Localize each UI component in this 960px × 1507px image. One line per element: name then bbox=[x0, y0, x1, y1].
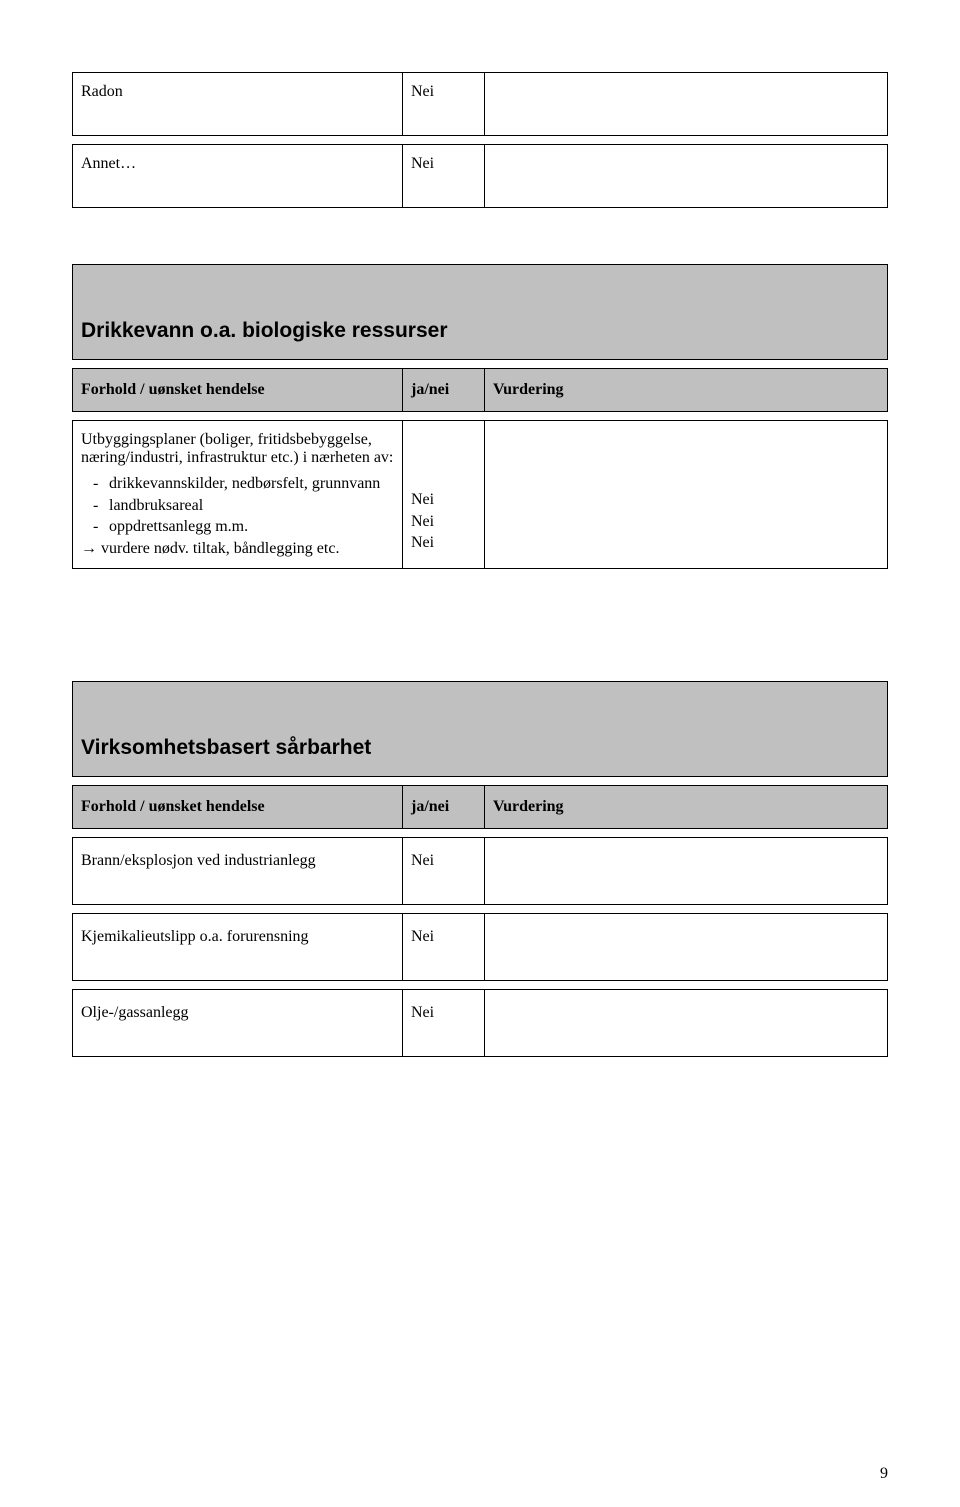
list-item: landbruksareal bbox=[81, 495, 394, 517]
row-note bbox=[485, 989, 888, 1056]
body-cell-description: Utbyggingsplaner (boliger, fritidsbebygg… bbox=[73, 421, 403, 569]
row-note bbox=[485, 73, 888, 136]
table-row: Radon Nei bbox=[73, 73, 888, 136]
col-forhold: Forhold / uønsket hendelse bbox=[73, 785, 403, 828]
arrow-line: → vurdere nødv. tiltak, båndlegging etc. bbox=[81, 540, 394, 558]
col-vurdering: Vurdering bbox=[485, 785, 888, 828]
list-item: oppdrettsanlegg m.m. bbox=[81, 516, 394, 538]
col-forhold: Forhold / uønsket hendelse bbox=[73, 369, 403, 412]
section-header-virksomhet: Virksomhetsbasert sårbarhet bbox=[72, 681, 888, 777]
list-item: drikkevannskilder, nedbørsfelt, grunnvan… bbox=[81, 473, 394, 495]
table-row: Brann/eksplosjon ved industrianlegg Nei bbox=[73, 837, 888, 904]
row-value: Nei bbox=[403, 837, 485, 904]
row-value: Nei bbox=[403, 913, 485, 980]
col-vurdering: Vurdering bbox=[485, 369, 888, 412]
value: Nei bbox=[411, 532, 476, 554]
section2-colheader: Forhold / uønsket hendelse ja/nei Vurder… bbox=[72, 785, 888, 829]
table-row: Kjemikalieutslipp o.a. forurensning Nei bbox=[73, 913, 888, 980]
section1-body: Utbyggingsplaner (boliger, fritidsbebygg… bbox=[72, 420, 888, 569]
item-list: drikkevannskilder, nedbørsfelt, grunnvan… bbox=[81, 473, 394, 538]
column-header-row: Forhold / uønsket hendelse ja/nei Vurder… bbox=[73, 785, 888, 828]
top-table: Radon Nei bbox=[72, 72, 888, 136]
row-note bbox=[485, 913, 888, 980]
value: Nei bbox=[411, 511, 476, 533]
body-cell-vurdering bbox=[485, 421, 888, 569]
row-label: Kjemikalieutslipp o.a. forurensning bbox=[73, 913, 403, 980]
table-row: Annet… Nei bbox=[73, 145, 888, 208]
row-note bbox=[485, 145, 888, 208]
section1-colheader: Forhold / uønsket hendelse ja/nei Vurder… bbox=[72, 368, 888, 412]
intro-text: Utbyggingsplaner (boliger, fritidsbebygg… bbox=[81, 431, 394, 467]
section2-row-3: Olje-/gassanlegg Nei bbox=[72, 989, 888, 1057]
col-janei: ja/nei bbox=[403, 785, 485, 828]
section2-row-1: Brann/eksplosjon ved industrianlegg Nei bbox=[72, 837, 888, 905]
row-value: Nei bbox=[403, 989, 485, 1056]
section-title: Drikkevann o.a. biologiske ressurser bbox=[81, 319, 448, 342]
row-label: Brann/eksplosjon ved industrianlegg bbox=[73, 837, 403, 904]
section-title: Virksomhetsbasert sårbarhet bbox=[81, 736, 371, 759]
value: Nei bbox=[411, 489, 476, 511]
col-janei: ja/nei bbox=[403, 369, 485, 412]
row-label: Olje-/gassanlegg bbox=[73, 989, 403, 1056]
row-note bbox=[485, 837, 888, 904]
row-value: Nei bbox=[403, 145, 485, 208]
table-row: Utbyggingsplaner (boliger, fritidsbebygg… bbox=[73, 421, 888, 569]
section-header-drikkevann: Drikkevann o.a. biologiske ressurser bbox=[72, 264, 888, 360]
row-label: Radon bbox=[73, 73, 403, 136]
table-row: Olje-/gassanlegg Nei bbox=[73, 989, 888, 1056]
column-header-row: Forhold / uønsket hendelse ja/nei Vurder… bbox=[73, 369, 888, 412]
row-label: Annet… bbox=[73, 145, 403, 208]
section2-row-2: Kjemikalieutslipp o.a. forurensning Nei bbox=[72, 913, 888, 981]
row-value: Nei bbox=[403, 73, 485, 136]
body-cell-values: Nei Nei Nei bbox=[403, 421, 485, 569]
top-table-2: Annet… Nei bbox=[72, 144, 888, 208]
page-number: 9 bbox=[880, 1465, 888, 1483]
